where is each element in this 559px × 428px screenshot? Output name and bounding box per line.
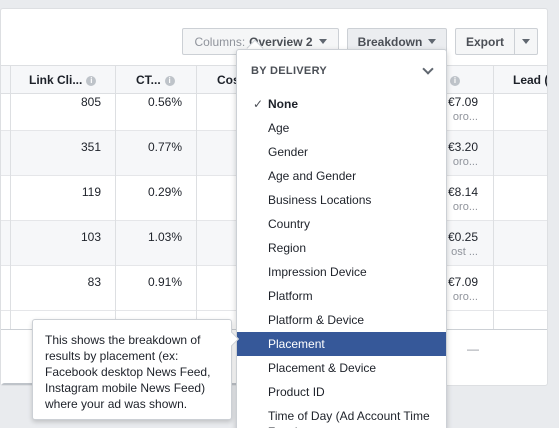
- cost-cell: €7.09: [447, 275, 478, 289]
- header-link-clicks[interactable]: Link Cli... i: [29, 66, 97, 94]
- info-icon[interactable]: i: [86, 75, 97, 86]
- menu-item-time-of-day[interactable]: Time of Day (Ad Account Time Zone): [268, 409, 430, 428]
- column-divider[interactable]: [10, 65, 11, 329]
- menu-item-impression-device[interactable]: Impression Device: [268, 265, 367, 279]
- ctr-cell: 0.91%: [147, 275, 182, 289]
- chevron-down-icon[interactable]: [422, 63, 434, 75]
- caret-down-icon: [522, 39, 530, 44]
- breakdown-label: Breakdown: [357, 34, 423, 49]
- totals-dash: —: [467, 342, 479, 356]
- header-cost-info[interactable]: i: [446, 66, 460, 94]
- menu-item-age[interactable]: Age: [268, 121, 290, 135]
- menu-item-platform-and-device[interactable]: Platform & Device: [268, 313, 365, 327]
- menu-item-none[interactable]: ✓ None: [237, 92, 446, 116]
- cost-sub-cell: oro...: [452, 201, 478, 213]
- header-ctr[interactable]: CT... i: [136, 66, 175, 94]
- menu-item-product-id[interactable]: Product ID: [268, 385, 325, 399]
- cost-sub-cell: oro...: [452, 111, 478, 123]
- menu-item-age-and-gender[interactable]: Age and Gender: [268, 169, 357, 183]
- menu-item-country[interactable]: Country: [268, 217, 311, 231]
- link-clicks-cell: 119: [81, 185, 101, 199]
- cost-cell: €0.25: [447, 230, 478, 244]
- menu-item-business-locations[interactable]: Business Locations: [268, 193, 372, 207]
- caret-down-icon: [428, 39, 437, 44]
- caret-down-icon: [318, 39, 327, 44]
- menu-item-gender[interactable]: Gender: [268, 145, 309, 159]
- placement-tooltip: This shows the breakdown of results by p…: [32, 319, 232, 420]
- breakdown-menu: BY DELIVERY ✓ None Age Gender Age and Ge…: [236, 49, 447, 428]
- menu-item-region[interactable]: Region: [268, 241, 307, 255]
- ctr-cell: 1.03%: [147, 230, 182, 244]
- menu-item-placement-and-device[interactable]: Placement & Device: [268, 361, 377, 375]
- column-divider[interactable]: [196, 65, 197, 329]
- columns-prefix: Columns:: [194, 34, 246, 49]
- link-clicks-cell: 103: [80, 230, 101, 244]
- cost-cell: €7.09: [447, 95, 478, 109]
- export-label: Export: [465, 34, 504, 49]
- header-cost[interactable]: Cos: [217, 73, 240, 87]
- header-lead[interactable]: Lead (: [513, 73, 548, 87]
- link-clicks-cell: 83: [87, 275, 101, 289]
- ctr-cell: 0.29%: [147, 185, 182, 199]
- cost-sub-cell: oro...: [452, 291, 478, 303]
- export-options-button[interactable]: [514, 28, 538, 55]
- ctr-cell: 0.56%: [147, 95, 182, 109]
- cost-sub-cell: oro...: [452, 156, 478, 168]
- columns-value: Overview 2: [249, 34, 313, 49]
- column-divider[interactable]: [115, 65, 116, 329]
- checkmark-icon: ✓: [253, 97, 264, 111]
- tooltip-text: This shows the breakdown of results by p…: [45, 333, 211, 411]
- export-button[interactable]: Export: [455, 28, 515, 55]
- by-delivery-label: BY DELIVERY: [251, 65, 328, 77]
- cost-cell: €8.14: [447, 185, 478, 199]
- ctr-cell: 0.77%: [147, 140, 182, 154]
- info-icon[interactable]: i: [450, 75, 460, 86]
- link-clicks-cell: 805: [80, 95, 101, 109]
- menu-item-placement[interactable]: Placement: [237, 332, 446, 356]
- menu-item-platform[interactable]: Platform: [268, 289, 313, 303]
- cost-cell: €3.20: [447, 140, 478, 154]
- info-icon[interactable]: i: [164, 75, 175, 86]
- by-delivery-header[interactable]: BY DELIVERY: [237, 50, 446, 92]
- cost-sub-cell: ost ...: [451, 246, 478, 258]
- column-divider[interactable]: [493, 65, 494, 329]
- link-clicks-cell: 351: [80, 140, 101, 154]
